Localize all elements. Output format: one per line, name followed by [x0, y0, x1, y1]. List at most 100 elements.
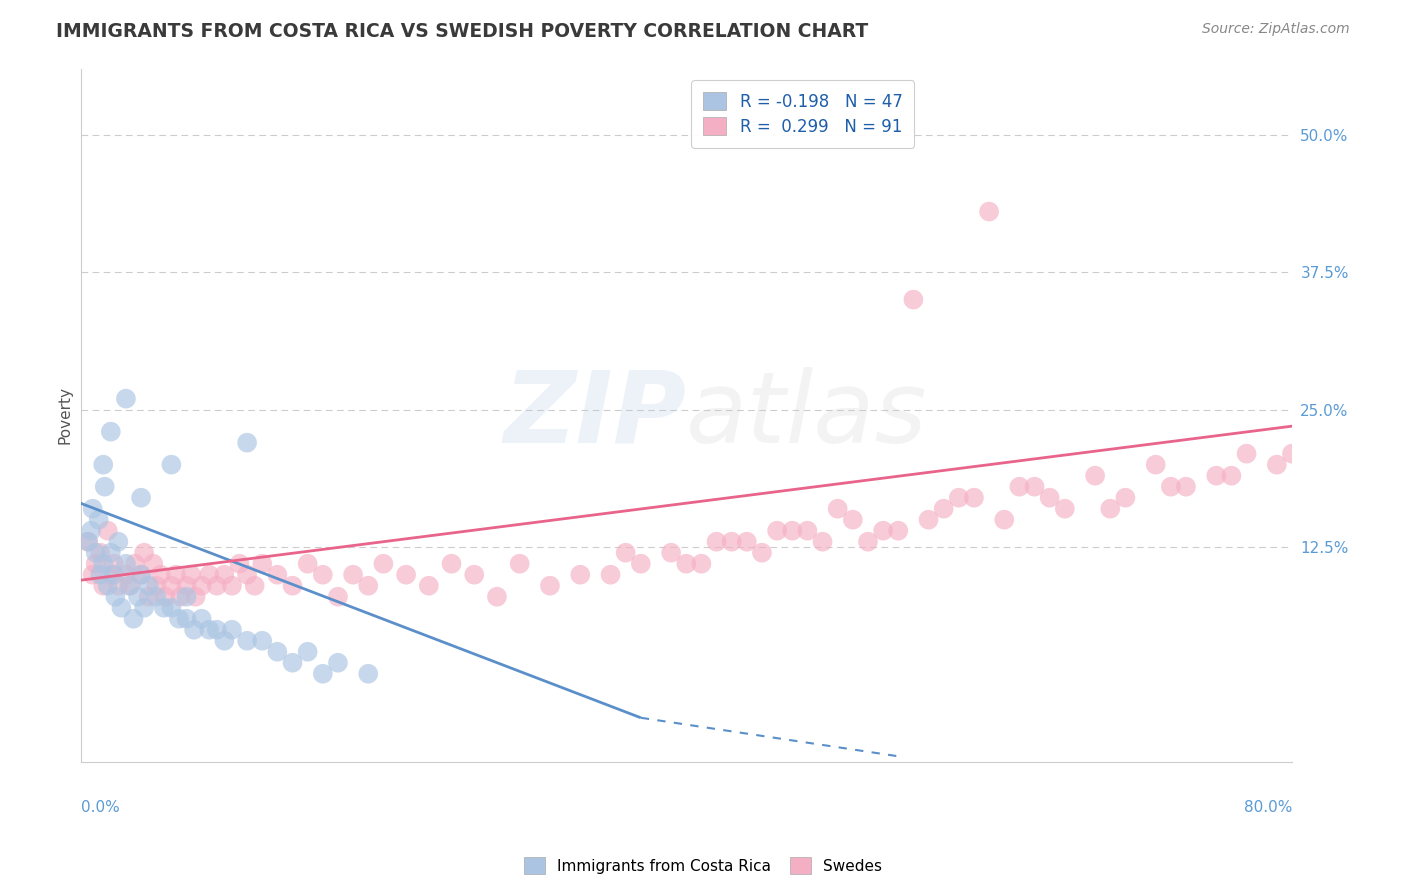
Point [1099, 501, 1122, 516]
Point [963, 491, 986, 505]
Point [811, 534, 834, 549]
Point [145, 590, 167, 604]
Text: Source: ZipAtlas.com: Source: ZipAtlas.com [1202, 22, 1350, 37]
Point [706, 534, 728, 549]
Point [1084, 468, 1107, 483]
Point [155, 590, 177, 604]
Point [1205, 468, 1227, 483]
Point [97, 524, 120, 538]
Point [252, 633, 274, 648]
Point [110, 600, 132, 615]
Point [1144, 458, 1167, 472]
Point [118, 579, 141, 593]
Point [228, 557, 250, 571]
Point [107, 534, 129, 549]
Point [281, 579, 304, 593]
Point [932, 501, 955, 516]
Point [93, 480, 115, 494]
Point [82, 501, 104, 516]
Point [842, 513, 865, 527]
Point [127, 590, 149, 604]
Point [115, 567, 138, 582]
Point [297, 645, 319, 659]
Point [236, 435, 259, 450]
Point [599, 567, 621, 582]
Point [751, 546, 773, 560]
Point [129, 567, 152, 582]
Point [690, 557, 713, 571]
Point [100, 567, 122, 582]
Point [100, 546, 122, 560]
Point [342, 567, 364, 582]
Point [872, 524, 894, 538]
Point [97, 579, 120, 593]
Point [124, 557, 146, 571]
Point [948, 491, 970, 505]
Point [630, 557, 652, 571]
Point [856, 534, 879, 549]
Point [115, 392, 138, 406]
Point [134, 546, 156, 560]
Point [183, 623, 205, 637]
Point [100, 425, 122, 439]
Point [1236, 447, 1258, 461]
Point [297, 557, 319, 571]
Text: atlas: atlas [686, 367, 928, 464]
Point [160, 458, 183, 472]
Point [103, 567, 125, 582]
Point [236, 567, 259, 582]
Point [142, 557, 165, 571]
Point [312, 666, 335, 681]
Legend: R = -0.198   N = 47, R =  0.299   N = 91: R = -0.198 N = 47, R = 0.299 N = 91 [692, 80, 914, 148]
Point [184, 590, 207, 604]
Point [180, 567, 202, 582]
Point [903, 293, 925, 307]
Point [373, 557, 395, 571]
Point [418, 579, 440, 593]
Point [614, 546, 637, 560]
Point [312, 567, 335, 582]
Point [190, 612, 212, 626]
Point [281, 656, 304, 670]
Point [221, 623, 243, 637]
Text: ZIP: ZIP [503, 367, 686, 464]
Point [205, 579, 228, 593]
Point [796, 524, 818, 538]
Point [1039, 491, 1062, 505]
Point [266, 645, 288, 659]
Point [91, 557, 114, 571]
Point [1175, 480, 1198, 494]
Point [1114, 491, 1136, 505]
Point [993, 513, 1015, 527]
Point [120, 579, 142, 593]
Text: 0.0%: 0.0% [80, 800, 120, 815]
Point [1053, 501, 1076, 516]
Point [87, 513, 110, 527]
Point [395, 567, 418, 582]
Point [1024, 480, 1046, 494]
Point [176, 612, 198, 626]
Point [103, 557, 125, 571]
Point [82, 567, 104, 582]
Point [91, 458, 114, 472]
Point [887, 524, 910, 538]
Text: IMMIGRANTS FROM COSTA RICA VS SWEDISH POVERTY CORRELATION CHART: IMMIGRANTS FROM COSTA RICA VS SWEDISH PO… [56, 22, 869, 41]
Point [134, 600, 156, 615]
Point [1220, 468, 1243, 483]
Point [91, 579, 114, 593]
Point [509, 557, 531, 571]
Point [1160, 480, 1182, 494]
Point [145, 579, 167, 593]
Point [122, 612, 145, 626]
Point [138, 590, 160, 604]
Point [153, 600, 176, 615]
Point [104, 590, 127, 604]
Point [160, 579, 183, 593]
Legend: Immigrants from Costa Rica, Swedes: Immigrants from Costa Rica, Swedes [517, 851, 889, 880]
Point [485, 590, 508, 604]
Point [538, 579, 561, 593]
Point [167, 612, 190, 626]
Y-axis label: Poverty: Poverty [58, 386, 72, 444]
Point [176, 579, 198, 593]
Point [1265, 458, 1288, 472]
